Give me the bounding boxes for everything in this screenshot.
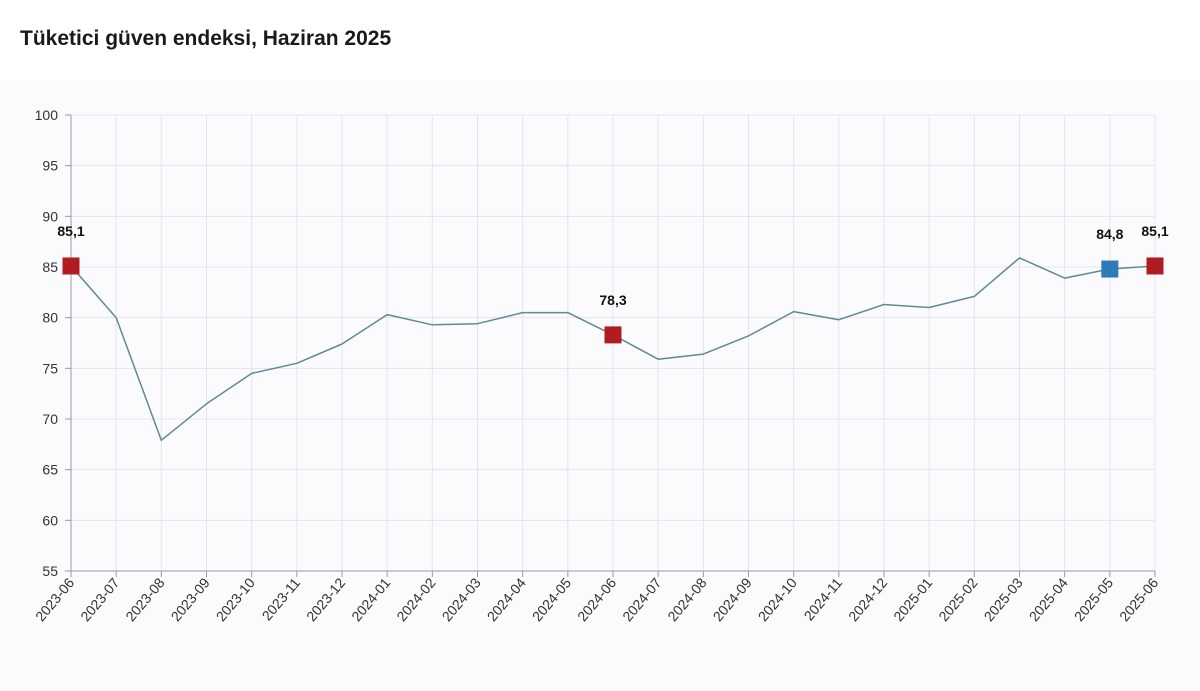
- x-tick-label: 2024-07: [619, 574, 664, 624]
- x-tick-label: 2024-12: [845, 574, 890, 624]
- x-tick-label: 2024-04: [484, 574, 529, 624]
- y-tick-label: 95: [42, 158, 58, 174]
- x-tick-label: 2023-08: [122, 574, 167, 624]
- highlight-marker: [1101, 260, 1119, 278]
- x-tick-label: 2023-06: [32, 574, 77, 624]
- chart-area: 55 60 65 70 75 80 85 90 95 100 2023-06 2023-07 2023-…: [0, 80, 1200, 691]
- x-tick-label: 2024-03: [439, 574, 484, 624]
- x-tick-label: 2025-04: [1026, 574, 1071, 624]
- data-label: 84,8: [1096, 226, 1123, 242]
- x-tick-label: 2024-08: [664, 574, 709, 624]
- x-tick-label: 2024-01: [348, 574, 393, 624]
- chart-title: Tüketici güven endeksi, Haziran 2025: [20, 27, 392, 50]
- x-tick-label: 2025-02: [935, 574, 980, 624]
- y-tick-label: 75: [42, 360, 58, 376]
- x-tick-label: 2025-03: [981, 574, 1026, 624]
- x-tick-label: 2025-05: [1071, 574, 1116, 624]
- x-tick-label: 2024-06: [574, 574, 619, 624]
- highlight-marker: [604, 326, 622, 344]
- data-label: 85,1: [57, 223, 84, 239]
- highlight-marker: [62, 257, 80, 275]
- x-tick-label: 2025-06: [1116, 574, 1161, 624]
- x-tick-label: 2023-12: [303, 574, 348, 624]
- data-label: 85,1: [1141, 223, 1168, 239]
- y-tick-label: 65: [42, 462, 58, 478]
- y-tick-label: 60: [42, 512, 58, 528]
- y-tick-label: 70: [42, 411, 58, 427]
- x-tick-label: 2024-11: [801, 574, 846, 623]
- y-tick-label: 90: [42, 208, 58, 224]
- x-tick-label: 2023-07: [77, 574, 122, 624]
- data-label: 78,3: [599, 292, 626, 308]
- x-tick-label: 2024-10: [755, 574, 800, 624]
- x-tick-label: 2023-11: [259, 574, 304, 623]
- x-tick-label: 2024-02: [393, 574, 438, 624]
- y-tick-label: 80: [42, 310, 58, 326]
- x-tick-label: 2023-10: [213, 574, 258, 624]
- y-tick-label: 100: [35, 107, 59, 123]
- y-tick-label: 55: [42, 563, 58, 579]
- x-tick-label: 2024-09: [710, 574, 755, 624]
- highlight-marker: [1146, 257, 1164, 275]
- x-tick-label: 2023-09: [168, 574, 213, 624]
- y-tick-label: 85: [42, 259, 58, 275]
- x-tick-label: 2024-05: [529, 574, 574, 624]
- x-tick-label: 2025-01: [890, 574, 935, 624]
